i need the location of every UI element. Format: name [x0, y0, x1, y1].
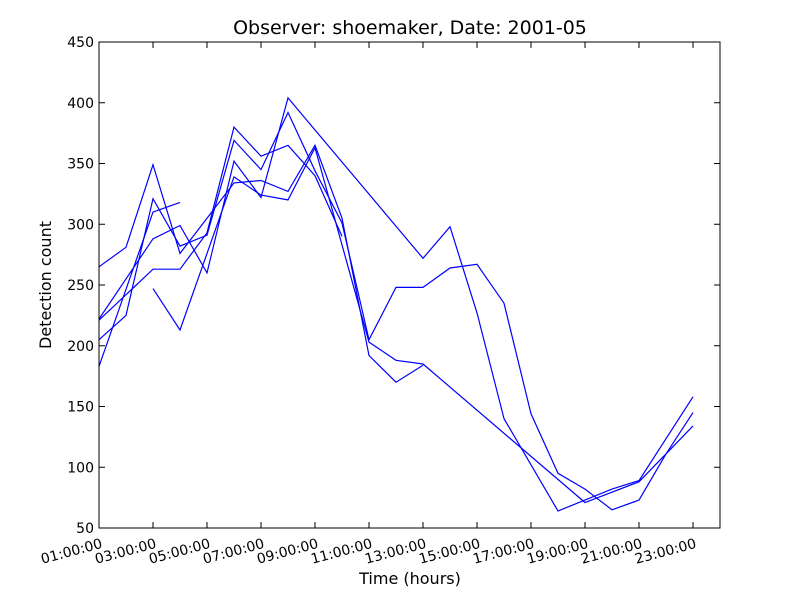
- y-tick-label: 400: [67, 96, 94, 112]
- series-line-4: [98, 96, 694, 512]
- series-line-5: [98, 201, 181, 367]
- y-tick-label: 150: [67, 400, 94, 416]
- series-layer: [98, 96, 694, 512]
- y-tick-label: 450: [67, 35, 94, 51]
- chart-title: Observer: shoemaker, Date: 2001-05: [233, 17, 587, 39]
- x-axis-title: Time (hours): [358, 569, 461, 588]
- y-axis-title: Detection count: [36, 221, 55, 349]
- y-axis: 50 100 150 200 250 300 350 400 450: [67, 35, 720, 537]
- y-tick-label: 300: [67, 217, 94, 233]
- y-tick-label: 50: [76, 521, 94, 537]
- y-tick-label: 350: [67, 157, 94, 173]
- series-line-6: [152, 146, 694, 504]
- series-line-1: [98, 143, 424, 383]
- y-tick-label: 100: [67, 460, 94, 476]
- y-tick-label: 200: [67, 339, 94, 355]
- y-tick-label: 250: [67, 278, 94, 294]
